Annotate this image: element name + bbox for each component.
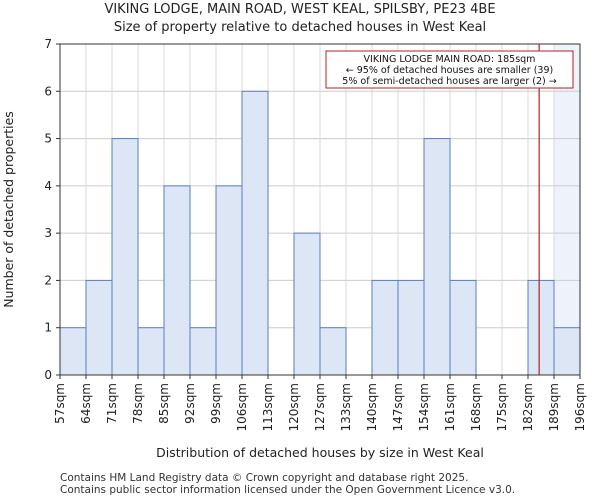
annotation-line3: 5% of semi-detached houses are larger (2…	[342, 76, 556, 87]
x-tick-label: 161sqm	[443, 383, 457, 431]
chart-title: VIKING LODGE, MAIN ROAD, WEST KEAL, SPIL…	[104, 2, 496, 17]
x-tick-label: 140sqm	[365, 383, 379, 431]
x-tick-label: 133sqm	[339, 383, 353, 431]
x-tick-label: 113sqm	[261, 383, 275, 431]
y-tick-label: 2	[44, 273, 52, 287]
bar	[449, 279, 477, 376]
x-tick-label: 147sqm	[391, 383, 405, 431]
bar	[241, 90, 269, 376]
bar	[215, 185, 243, 376]
x-tick-label: 64sqm	[79, 383, 93, 424]
y-tick-label: 5	[44, 132, 52, 146]
y-tick-label: 3	[44, 226, 52, 240]
annotation-box	[325, 50, 574, 89]
x-tick-label: 154sqm	[417, 383, 431, 431]
x-axis-label: Distribution of detached houses by size …	[156, 445, 484, 460]
x-tick-label: 168sqm	[469, 383, 483, 431]
x-tick-label: 127sqm	[313, 383, 327, 431]
x-tick-label: 106sqm	[235, 383, 249, 431]
y-tick-label: 7	[44, 37, 52, 51]
bar	[85, 279, 113, 376]
bar	[111, 138, 139, 376]
bar	[59, 327, 87, 376]
y-tick-label: 4	[44, 179, 52, 193]
footer-line-2: Contains public sector information licen…	[60, 484, 516, 496]
larger-region-shade	[554, 44, 580, 375]
annotation-line1: VIKING LODGE MAIN ROAD: 185sqm	[364, 54, 536, 65]
x-tick-label: 92sqm	[183, 383, 197, 424]
x-tick-label: 99sqm	[209, 383, 223, 424]
chart-subtitle: Size of property relative to detached ho…	[113, 20, 487, 35]
bar-chart: 0 1 2 3 4 5 6 7 57sqm 64sqm 71sqm 78sqm 85sqm 92sqm 99…	[1, 37, 587, 460]
x-tick-label: 182sqm	[521, 383, 535, 431]
bar	[397, 279, 425, 376]
x-tick-label: 71sqm	[105, 383, 119, 424]
x-tick-label: 196sqm	[573, 383, 587, 431]
bar	[527, 279, 555, 376]
y-tick-label: 6	[44, 84, 52, 98]
bar	[423, 138, 451, 376]
bar	[553, 327, 581, 376]
footer-line-1: Contains HM Land Registry data © Crown c…	[60, 472, 469, 484]
x-tick-label: 78sqm	[131, 383, 145, 424]
x-tick-label: 175sqm	[495, 383, 509, 431]
x-tick-label: 120sqm	[287, 383, 301, 431]
x-tick-label: 57sqm	[53, 383, 67, 424]
bar	[319, 327, 347, 376]
y-tick-label: 0	[44, 368, 52, 382]
y-axis-label: Number of detached properties	[1, 111, 16, 308]
bar	[137, 327, 165, 376]
bar	[293, 232, 321, 376]
annotation-line2: ← 95% of detached houses are smaller (39…	[346, 65, 553, 76]
bar	[163, 185, 191, 376]
x-tick-label: 85sqm	[157, 383, 171, 424]
x-tick-label: 189sqm	[547, 383, 561, 431]
y-tick-label: 1	[44, 321, 52, 335]
bar	[189, 327, 217, 376]
bar	[371, 279, 399, 376]
